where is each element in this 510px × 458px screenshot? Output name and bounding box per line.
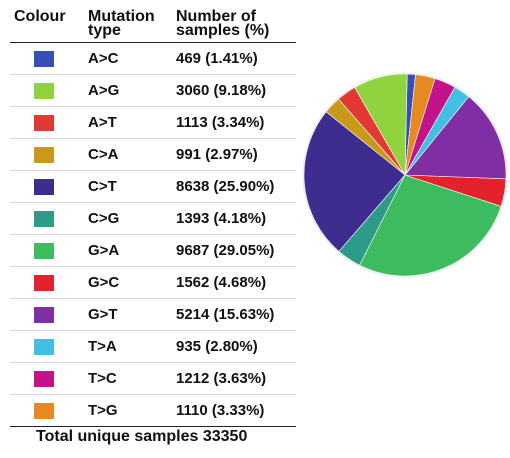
colour-swatch [34,146,54,163]
colour-swatch [34,242,54,259]
header-colour: Colour [14,8,66,25]
pie-slice-t-to-g [404,74,436,176]
header-mutation-type: Mutation type [88,8,155,39]
table-body: A>C 469 (1.41%) A>G 3060 (9.18%) A>T 1113 (3.… [10,43,296,427]
table-row: T>G 1110 (3.33%) [10,395,296,427]
colour-swatch [34,178,54,195]
mutation-type-cell: G>A [88,242,120,259]
samples-cell: 9687 (29.05%) [176,242,275,259]
samples-cell: 935 (2.80%) [176,338,258,355]
colour-cell [10,331,84,363]
table-row: A>G 3060 (9.18%) [10,75,296,107]
mutation-type-cell: A>G [88,82,120,99]
table-row: A>T 1113 (3.34%) [10,107,296,139]
mutation-pie-chart [302,72,508,278]
table-row: T>A 935 (2.80%) [10,331,296,363]
colour-cell [10,267,84,299]
mutation-type-cell: G>T [88,306,118,323]
table-row: G>A 9687 (29.05%) [10,235,296,267]
colour-cell [10,139,84,171]
samples-cell: 1393 (4.18%) [176,210,267,227]
total-samples-label: Total unique samples 33350 [36,428,248,445]
samples-cell: 1212 (3.63%) [176,370,267,387]
colour-cell [10,299,84,331]
mutation-type-cell: C>A [88,146,119,163]
colour-swatch [34,306,54,323]
colour-swatch [34,370,54,387]
samples-cell: 8638 (25.90%) [176,178,275,195]
table-row: C>A 991 (2.97%) [10,139,296,171]
colour-cell [10,43,84,75]
colour-cell [10,235,84,267]
mutation-type-cell: A>C [88,50,119,67]
mutation-type-cell: C>G [88,210,120,227]
colour-swatch [34,114,54,131]
colour-swatch [34,82,54,99]
colour-cell [10,107,84,139]
table-row: G>T 5214 (15.63%) [10,299,296,331]
samples-cell: 1110 (3.33%) [176,402,265,419]
header-number-of-samples: Number of samples (%) [176,8,270,39]
samples-cell: 5214 (15.63%) [176,306,275,323]
table-row: C>T 8638 (25.90%) [10,171,296,203]
colour-cell [10,363,84,395]
colour-swatch [34,402,54,419]
samples-cell: 469 (1.41%) [176,50,258,67]
pie-slice-c-to-t [303,111,406,252]
table-row: T>C 1212 (3.63%) [10,363,296,395]
colour-cell [10,203,84,235]
pie-slice-g-to-a [359,174,502,277]
mutation-type-cell: T>A [88,338,117,355]
pie-slice-g-to-t [404,96,507,180]
mutation-type-cell: T>G [88,402,118,419]
colour-swatch [34,274,54,291]
colour-swatch [34,338,54,355]
samples-cell: 1113 (3.34%) [176,114,265,131]
samples-cell: 991 (2.97%) [176,146,258,163]
table-row: C>G 1393 (4.18%) [10,203,296,235]
colour-cell [10,75,84,107]
table-header-row: Colour Mutation type Number of samples (… [10,6,296,43]
mutation-type-cell: T>C [88,370,117,387]
mutation-type-cell: G>C [88,274,120,291]
colour-cell [10,395,84,427]
mutation-type-cell: C>T [88,178,117,195]
colour-swatch [34,210,54,227]
samples-cell: 3060 (9.18%) [176,82,267,99]
colour-cell [10,171,84,203]
table-row: G>C 1562 (4.68%) [10,267,296,299]
colour-swatch [34,50,54,67]
mutation-legend-table: Colour Mutation type Number of samples (… [10,6,296,427]
table-row: A>C 469 (1.41%) [10,43,296,75]
mutation-type-cell: A>T [88,114,117,131]
samples-cell: 1562 (4.68%) [176,274,267,291]
